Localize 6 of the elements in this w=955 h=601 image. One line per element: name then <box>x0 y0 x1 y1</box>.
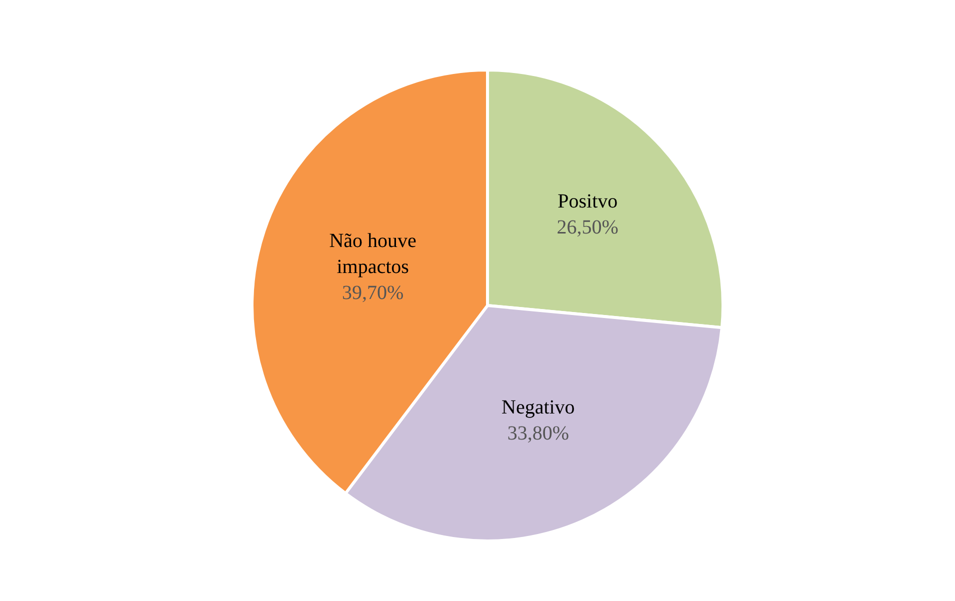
data-label: 33,80% <box>507 422 569 445</box>
data-label: 26,50% <box>556 216 618 238</box>
slice-label: Não houve impactos <box>329 230 417 278</box>
slice-label: Positvo <box>558 190 618 212</box>
data-label: 39,70% <box>342 282 404 304</box>
slice-label: Negativo <box>501 396 575 419</box>
